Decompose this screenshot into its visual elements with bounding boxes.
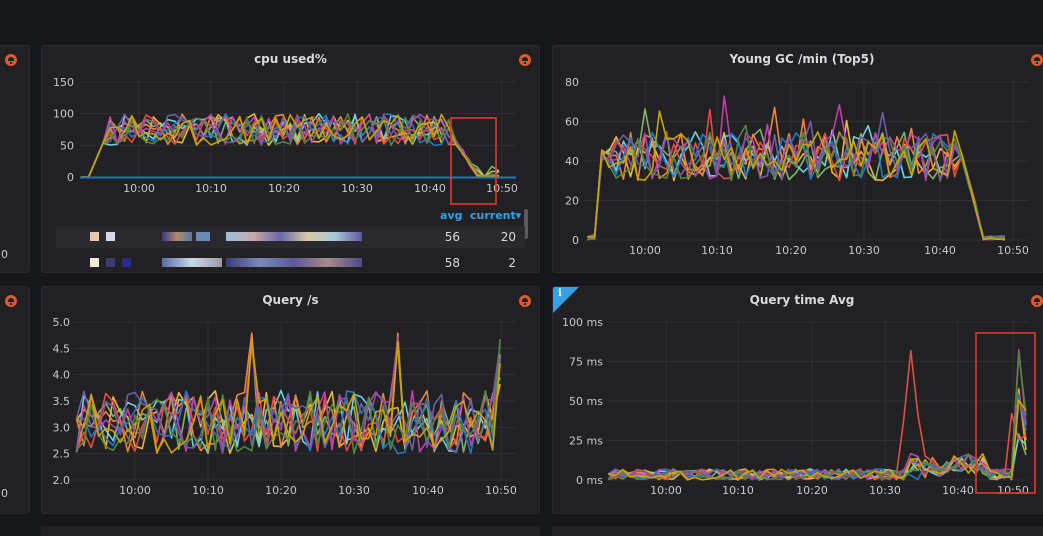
series-line[interactable]: [81, 113, 500, 178]
young-gc-chart[interactable]: 80 60 40 20 0 10:00 10:10 10:20 10:30 10:40 10:50: [553, 46, 1043, 273]
y-tick-label: 2.0: [53, 474, 71, 487]
next-row-strip: [552, 526, 1043, 536]
x-tick-label: 10:10: [722, 484, 754, 497]
x-tick-label: 10:20: [268, 182, 300, 195]
y-tick-label: 0: [67, 171, 74, 184]
x-tick-label: 10:00: [629, 244, 661, 257]
y-tick-label: 0 ms: [576, 474, 603, 487]
series-line[interactable]: [81, 113, 500, 178]
x-tick-label: 10:20: [265, 484, 297, 497]
series-line[interactable]: [81, 113, 500, 178]
series-line[interactable]: [587, 124, 1006, 241]
x-tick-label: 10:00: [119, 484, 151, 497]
alert-bell-icon[interactable]: [5, 54, 17, 66]
legend-row[interactable]: 56 20: [56, 226, 525, 248]
y-tick-label: 50 ms: [569, 395, 603, 408]
x-tick-label: 10:40: [414, 182, 446, 195]
y-tick-label: 4.5: [53, 342, 71, 355]
x-tick-label: 10:10: [195, 182, 227, 195]
cpu-used-panel: cpu used% 150 100 50 0 10:00 10:10 10:20 10:30 1…: [41, 45, 540, 273]
legend-scrollbar[interactable]: [524, 209, 528, 239]
series-line[interactable]: [608, 351, 1027, 481]
x-tick-label: 10:50: [997, 484, 1029, 497]
x-tick-label: 10:20: [796, 484, 828, 497]
alert-bell-icon[interactable]: [519, 295, 531, 307]
query-per-second-panel: Query /s 5.0 4.5 4.0 3.5 3.0 2.5 2.0 10:00 10:10…: [41, 286, 540, 514]
y-tick-label: 150: [53, 76, 74, 89]
y-tick-label: 4.0: [53, 369, 71, 382]
series-line[interactable]: [81, 113, 500, 178]
left-partial-panel-top: 0: [0, 45, 30, 273]
legend-current-value: 20: [500, 230, 516, 244]
x-tick-label: 10:30: [341, 182, 373, 195]
series-line[interactable]: [587, 110, 1006, 241]
x-tick-label: 10:30: [869, 484, 901, 497]
info-icon[interactable]: i: [558, 288, 562, 299]
young-gc-panel: Young GC /min (Top5) 80 60 40 20 0 10:00 10:10…: [552, 45, 1043, 273]
axis-tick: 0: [1, 248, 8, 261]
y-tick-label: 75 ms: [569, 356, 603, 369]
x-tick-label: 10:10: [192, 484, 224, 497]
legend-current-value: 2: [508, 256, 516, 270]
series-line[interactable]: [607, 396, 1027, 481]
alert-bell-icon[interactable]: [1031, 295, 1043, 307]
highlight-box: [975, 332, 1036, 494]
y-tick-label: 60: [565, 116, 579, 129]
left-partial-panel-bottom: 0: [0, 286, 30, 514]
x-tick-label: 10:40: [412, 484, 444, 497]
panel-title[interactable]: Query /s: [262, 293, 319, 307]
x-tick-label: 10:10: [701, 244, 733, 257]
alert-bell-icon[interactable]: [5, 295, 17, 307]
legend-row[interactable]: 58 2: [56, 252, 525, 272]
panel-title[interactable]: Query time Avg: [749, 293, 855, 307]
y-tick-label: 80: [565, 76, 579, 89]
y-tick-label: 2.5: [53, 448, 71, 461]
legend-avg-header[interactable]: avg: [440, 209, 463, 222]
series-line[interactable]: [81, 114, 500, 178]
x-tick-label: 10:40: [924, 244, 956, 257]
y-tick-label: 40: [565, 155, 579, 168]
query-chart[interactable]: 5.0 4.5 4.0 3.5 3.0 2.5 2.0 10:00 10:10 10:20 10:3…: [42, 287, 540, 514]
cpu-chart[interactable]: 150 100 50 0 10:00 10:10 10:20 10:30 10:40 10:50: [42, 46, 540, 206]
x-tick-label: 10:00: [650, 484, 682, 497]
query-time-avg-panel: i Query time Avg 100 ms 75 ms 50 ms 25 ms 0 …: [552, 286, 1043, 514]
y-tick-label: 50: [60, 139, 74, 152]
x-tick-label: 10:40: [942, 484, 974, 497]
y-tick-label: 100 ms: [562, 316, 603, 329]
x-tick-label: 10:50: [486, 182, 518, 195]
y-tick-label: 3.5: [53, 395, 71, 408]
y-tick-label: 0: [572, 234, 579, 247]
x-tick-label: 10:30: [848, 244, 880, 257]
x-tick-label: 10:30: [338, 484, 370, 497]
alert-bell-icon[interactable]: [519, 54, 531, 66]
alert-bell-icon[interactable]: [1031, 54, 1043, 66]
info-corner[interactable]: [553, 287, 579, 313]
x-tick-label: 10:50: [485, 484, 517, 497]
legend-avg-value: 58: [444, 256, 460, 270]
series-line[interactable]: [75, 340, 501, 454]
query-time-chart[interactable]: 100 ms 75 ms 50 ms 25 ms 0 ms 10:00 10:10 10:20…: [553, 287, 1043, 514]
legend-avg-value: 56: [444, 230, 460, 244]
x-tick-label: 10:00: [123, 182, 155, 195]
y-tick-label: 5.0: [53, 316, 71, 329]
y-tick-label: 3.0: [53, 421, 71, 434]
panel-title[interactable]: Young GC /min (Top5): [729, 52, 875, 66]
panel-title[interactable]: cpu used%: [254, 52, 327, 66]
series-line[interactable]: [587, 111, 1006, 239]
series-line[interactable]: [608, 399, 1027, 481]
highlight-box: [450, 117, 497, 205]
axis-tick: 0: [1, 487, 8, 500]
series-line[interactable]: [587, 131, 1006, 240]
x-tick-label: 10:20: [775, 244, 807, 257]
legend-current-header[interactable]: current▾: [470, 209, 522, 222]
series-line[interactable]: [587, 108, 1006, 241]
y-tick-label: 25 ms: [569, 435, 603, 448]
next-row-strip: [41, 526, 540, 536]
y-tick-label: 100: [53, 108, 74, 121]
y-tick-label: 20: [565, 195, 579, 208]
x-tick-label: 10:50: [997, 244, 1029, 257]
series-line[interactable]: [586, 95, 1006, 241]
